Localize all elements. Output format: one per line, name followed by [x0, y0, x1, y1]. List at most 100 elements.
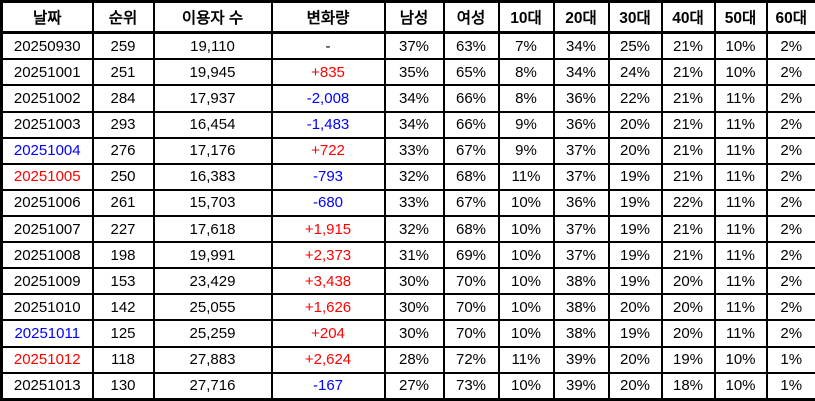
cell-female: 66%	[442, 84, 500, 113]
cell-date: 20251009	[0, 267, 94, 296]
table-row: 20251013 130 27,716 -167 27% 73% 10% 39%…	[0, 371, 815, 401]
cell-age40: 18%	[660, 371, 716, 401]
cell-date: 20251005	[0, 162, 94, 191]
cell-female: 68%	[442, 162, 500, 191]
cell-change: -680	[270, 188, 386, 217]
cell-age20: 37%	[552, 162, 610, 191]
header-female: 여성	[442, 0, 500, 34]
table-row: 20251003 293 16,454 -1,483 34% 66% 9% 36…	[0, 110, 815, 139]
cell-users: 15,703	[152, 188, 273, 217]
cell-date: 20251011	[0, 319, 94, 348]
cell-age10: 11%	[497, 345, 555, 374]
cell-age20: 36%	[552, 84, 610, 113]
cell-age50: 11%	[713, 241, 768, 270]
cell-age30: 19%	[607, 319, 663, 348]
table-row: 20251011 125 25,259 +204 30% 70% 10% 38%…	[0, 319, 815, 348]
cell-male: 30%	[383, 319, 445, 348]
cell-age50: 10%	[713, 31, 768, 61]
cell-change: -793	[270, 162, 386, 191]
cell-users: 19,991	[152, 241, 273, 270]
cell-age10: 8%	[497, 58, 555, 87]
cell-age40: 21%	[660, 84, 716, 113]
cell-age60: 1%	[765, 371, 815, 401]
cell-male: 31%	[383, 241, 445, 270]
cell-rank: 130	[91, 371, 155, 401]
cell-age30: 20%	[607, 371, 663, 401]
cell-age40: 20%	[660, 293, 716, 322]
cell-female: 69%	[442, 241, 500, 270]
cell-age10: 7%	[497, 31, 555, 61]
cell-female: 67%	[442, 136, 500, 165]
cell-rank: 125	[91, 319, 155, 348]
cell-age60: 2%	[765, 136, 815, 165]
cell-age10: 10%	[497, 293, 555, 322]
cell-male: 34%	[383, 110, 445, 139]
cell-age30: 19%	[607, 214, 663, 244]
cell-age60: 2%	[765, 267, 815, 296]
cell-male: 34%	[383, 84, 445, 113]
cell-date: 20251006	[0, 188, 94, 217]
cell-date: 20251010	[0, 293, 94, 322]
cell-female: 63%	[442, 31, 500, 61]
cell-male: 35%	[383, 58, 445, 87]
table-row: 20251001 251 19,945 +835 35% 65% 8% 34% …	[0, 58, 815, 87]
cell-rank: 293	[91, 110, 155, 139]
table-row: 20251007 227 17,618 +1,915 32% 68% 10% 3…	[0, 214, 815, 244]
cell-age60: 2%	[765, 162, 815, 191]
cell-change: +835	[270, 58, 386, 87]
header-age20: 20대	[552, 0, 610, 34]
header-age50: 50대	[713, 0, 768, 34]
cell-male: 33%	[383, 188, 445, 217]
cell-age10: 10%	[497, 371, 555, 401]
cell-rank: 153	[91, 267, 155, 296]
cell-date: 20250930	[0, 31, 94, 61]
header-users: 이용자 수	[152, 0, 273, 34]
cell-age10: 10%	[497, 319, 555, 348]
cell-age60: 2%	[765, 84, 815, 113]
header-age40: 40대	[660, 0, 716, 34]
cell-age10: 9%	[497, 136, 555, 165]
cell-age20: 39%	[552, 345, 610, 374]
cell-users: 25,055	[152, 293, 273, 322]
cell-female: 70%	[442, 319, 500, 348]
table-row: 20251009 153 23,429 +3,438 30% 70% 10% 3…	[0, 267, 815, 296]
cell-age20: 36%	[552, 110, 610, 139]
cell-age20: 37%	[552, 136, 610, 165]
cell-age20: 37%	[552, 241, 610, 270]
cell-users: 16,454	[152, 110, 273, 139]
cell-age10: 10%	[497, 188, 555, 217]
cell-age40: 21%	[660, 162, 716, 191]
cell-age40: 21%	[660, 214, 716, 244]
cell-date: 20251003	[0, 110, 94, 139]
cell-age40: 21%	[660, 136, 716, 165]
cell-age30: 19%	[607, 241, 663, 270]
cell-age60: 2%	[765, 110, 815, 139]
cell-age50: 10%	[713, 371, 768, 401]
cell-age20: 38%	[552, 293, 610, 322]
header-age60: 60대	[765, 0, 815, 34]
header-row: 날짜 순위 이용자 수 변화량 남성 여성 10대 20대 30대 40대 50…	[0, 0, 815, 34]
table-body: 20250930 259 19,110 - 37% 63% 7% 34% 25%…	[0, 31, 815, 401]
cell-female: 65%	[442, 58, 500, 87]
cell-rank: 251	[91, 58, 155, 87]
cell-male: 32%	[383, 162, 445, 191]
cell-age30: 19%	[607, 188, 663, 217]
cell-change: +3,438	[270, 267, 386, 296]
cell-age40: 20%	[660, 319, 716, 348]
cell-age60: 2%	[765, 319, 815, 348]
cell-rank: 259	[91, 31, 155, 61]
cell-users: 27,716	[152, 371, 273, 401]
cell-users: 19,110	[152, 31, 273, 61]
cell-age10: 10%	[497, 214, 555, 244]
cell-age50: 11%	[713, 214, 768, 244]
cell-age50: 10%	[713, 345, 768, 374]
cell-female: 66%	[442, 110, 500, 139]
cell-date: 20251007	[0, 214, 94, 244]
header-date: 날짜	[0, 0, 94, 34]
cell-age50: 11%	[713, 162, 768, 191]
cell-users: 27,883	[152, 345, 273, 374]
cell-age20: 39%	[552, 371, 610, 401]
table-row: 20251010 142 25,055 +1,626 30% 70% 10% 3…	[0, 293, 815, 322]
cell-change: +2,373	[270, 241, 386, 270]
